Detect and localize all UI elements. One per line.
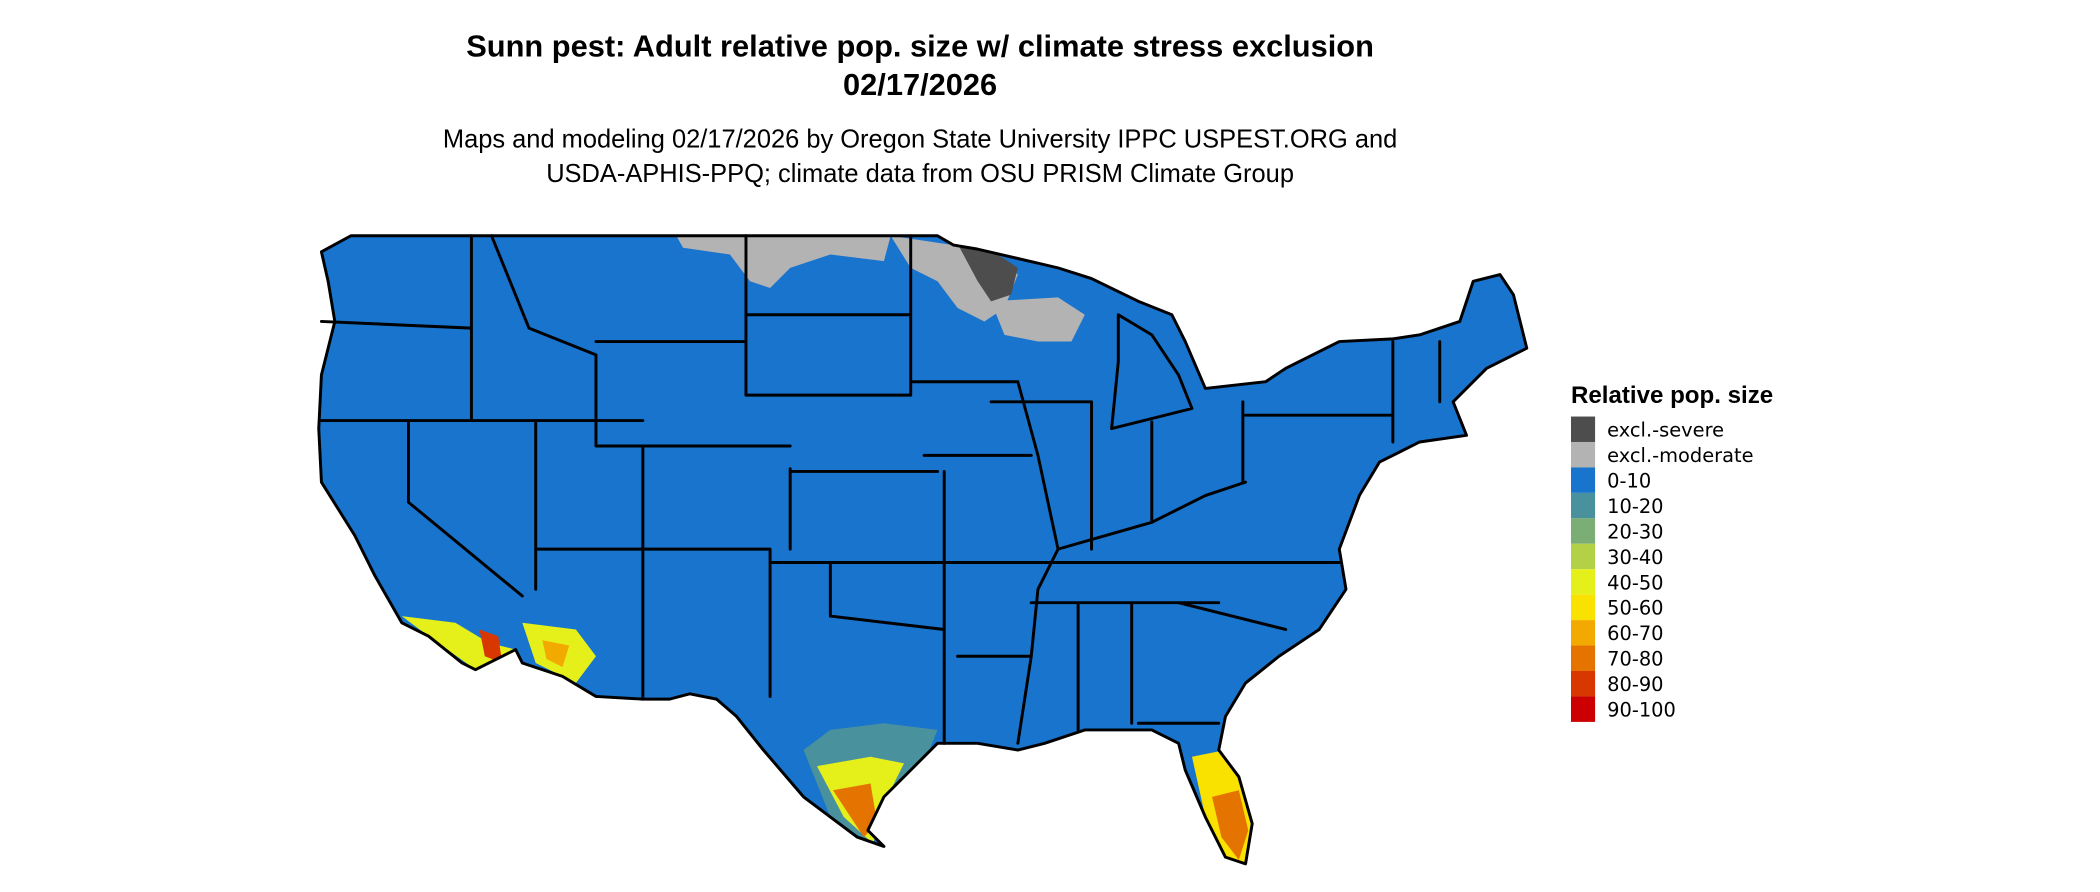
- legend-label: 80-90: [1607, 673, 1663, 696]
- legend-label: 20-30: [1607, 520, 1663, 543]
- legend-swatch: [1570, 518, 1596, 544]
- legend: Relative pop. size excl.-severeexcl.-mod…: [1570, 382, 1773, 722]
- legend-swatch: [1570, 594, 1596, 621]
- region-excl-moderate-nd: [676, 235, 891, 288]
- legend-label: 90-100: [1607, 699, 1676, 722]
- legend-title: Relative pop. size: [1571, 382, 1773, 409]
- legend-label: 0-10: [1607, 470, 1651, 493]
- legend-swatch: [1570, 441, 1596, 468]
- region-80-90-ca: [479, 629, 503, 663]
- legend-label: 50-60: [1607, 597, 1663, 620]
- legend-swatch: [1570, 467, 1596, 493]
- state-borders: [319, 234, 1442, 745]
- region-70-80-tx: [833, 783, 878, 838]
- legend-swatch: [1570, 543, 1596, 570]
- legend-swatch: [1570, 671, 1596, 697]
- legend-label: excl.-severe: [1607, 419, 1724, 442]
- legend-swatch: [1570, 696, 1596, 722]
- region-excl-moderate-wi: [991, 297, 1085, 342]
- title-line1: Sunn pest: Adult relative pop. size w/ c…: [466, 28, 1374, 63]
- title-line2: 02/17/2026: [843, 67, 997, 102]
- legend-swatch: [1570, 620, 1596, 646]
- legend-swatch: [1570, 492, 1596, 519]
- us-map: [317, 234, 1529, 866]
- subtitle-line2: USDA-APHIS-PPQ; climate data from OSU PR…: [546, 160, 1294, 188]
- legend-label: 30-40: [1607, 546, 1663, 569]
- legend-label: 70-80: [1607, 648, 1663, 671]
- subtitle-line1: Maps and modeling 02/17/2026 by Oregon S…: [443, 125, 1397, 153]
- legend-swatch: [1570, 569, 1596, 595]
- land-fill-0-10: [318, 235, 1527, 864]
- legend-label: excl.-moderate: [1607, 444, 1753, 467]
- region-70-80-fl: [1212, 790, 1249, 860]
- legend-swatch: [1570, 416, 1596, 442]
- legend-label: 60-70: [1607, 622, 1663, 645]
- legend-label: 40-50: [1607, 571, 1663, 594]
- legend-label: 10-20: [1607, 495, 1663, 518]
- region-excl-severe-mn: [957, 243, 1018, 302]
- legend-swatch: [1570, 645, 1596, 671]
